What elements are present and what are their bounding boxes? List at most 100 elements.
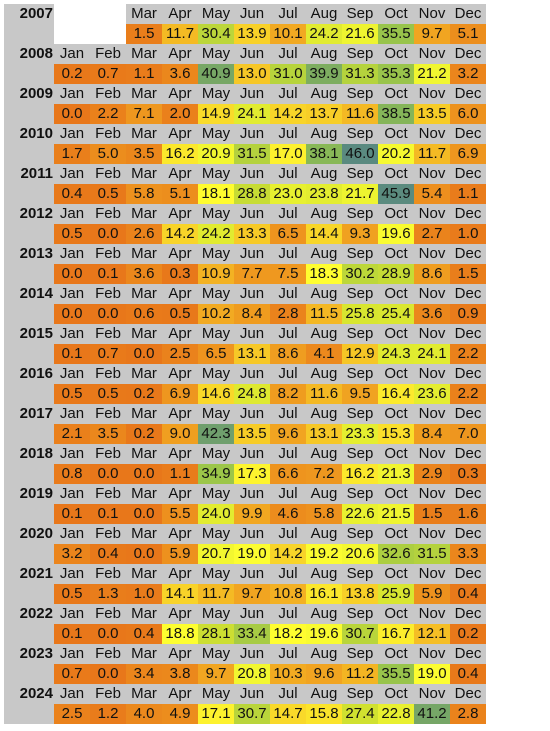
value-cell: 1.7 (54, 144, 90, 164)
year-label: 2015 (19, 325, 53, 342)
year-label: 2010 (19, 125, 53, 142)
month-label: Jan (54, 284, 90, 304)
value-cell: 2.2 (450, 384, 486, 404)
value-cell: 41.2 (414, 704, 450, 724)
value-cell: 20.2 (378, 144, 414, 164)
value-cell: 33.4 (234, 624, 270, 644)
value-cell: 14.2 (162, 224, 198, 244)
year-label: 2012 (19, 205, 53, 222)
month-label: Dec (450, 244, 486, 264)
month-label: Nov (414, 244, 450, 264)
value-cell: 13.0 (234, 64, 270, 84)
value-cell: 3.6 (162, 64, 198, 84)
month-label: May (198, 524, 234, 544)
month-label: Dec (450, 204, 486, 224)
month-label: Jul (270, 444, 306, 464)
month-label: Jul (270, 524, 306, 544)
value-cell: 13.3 (234, 224, 270, 244)
value-cell: 10.1 (270, 24, 306, 44)
value-cell: 20.8 (234, 664, 270, 684)
value-cell: 22.6 (342, 504, 378, 524)
value-cell: 4.1 (306, 344, 342, 364)
month-label: Dec (450, 404, 486, 424)
value-cell: 3.2 (450, 64, 486, 84)
month-label: Feb (90, 244, 126, 264)
value-cell: 3.3 (450, 544, 486, 564)
value-cell: 34.9 (198, 464, 234, 484)
month-label: Aug (306, 44, 342, 64)
value-cell: 6.9 (162, 384, 198, 404)
month-label: Jun (234, 204, 270, 224)
value-cell: 0.0 (90, 624, 126, 644)
value-cell: 4.6 (270, 504, 306, 524)
value-cell: 0.0 (126, 504, 162, 524)
value-cell: 19.0 (414, 664, 450, 684)
value-cell: 16.7 (378, 624, 414, 644)
month-label: Mar (126, 484, 162, 504)
month-label: May (198, 44, 234, 64)
value-cell: 24.1 (414, 344, 450, 364)
value-cell: 21.3 (378, 464, 414, 484)
month-label: Oct (378, 364, 414, 384)
value-cell: 31.0 (270, 64, 306, 84)
value-cell: 0.0 (126, 544, 162, 564)
value-cell: 1.3 (90, 584, 126, 604)
month-label: Apr (162, 484, 198, 504)
month-label: Jun (234, 4, 270, 24)
value-cell: 2.8 (270, 304, 306, 324)
value-cell: 10.2 (198, 304, 234, 324)
year-label: 2017 (19, 405, 53, 422)
month-label: Aug (306, 604, 342, 624)
month-label: Aug (306, 164, 342, 184)
value-cell: 5.1 (450, 24, 486, 44)
month-label: Jul (270, 364, 306, 384)
value-cell: 21.6 (342, 24, 378, 44)
month-label: Sep (342, 564, 378, 584)
value-cell: 15.3 (378, 424, 414, 444)
month-label: Mar (126, 364, 162, 384)
value-cell: 24.0 (198, 504, 234, 524)
value-cell: 2.1 (54, 424, 90, 444)
value-cell: 24.1 (234, 104, 270, 124)
value-cell: 30.4 (198, 24, 234, 44)
value-cell: 0.7 (54, 664, 90, 684)
month-label: Jan (54, 124, 90, 144)
value-cell: 13.7 (306, 104, 342, 124)
value-cell: 13.8 (342, 584, 378, 604)
value-cell: 14.2 (270, 104, 306, 124)
month-label: Jul (270, 644, 306, 664)
month-label: Oct (378, 244, 414, 264)
month-label: Dec (450, 564, 486, 584)
month-label: Jan (54, 484, 90, 504)
month-label: Aug (306, 644, 342, 664)
month-label: Jan (54, 164, 90, 184)
value-cell: 18.1 (198, 184, 234, 204)
value-cell: 25.4 (378, 304, 414, 324)
value-cell: 0.4 (450, 584, 486, 604)
month-label: Mar (126, 524, 162, 544)
month-label: Dec (450, 604, 486, 624)
month-label: Jul (270, 484, 306, 504)
value-cell: 5.9 (162, 544, 198, 564)
value-cell: 28.8 (234, 184, 270, 204)
value-cell: 31.3 (342, 64, 378, 84)
value-cell: 23.8 (306, 184, 342, 204)
month-label: Jun (234, 84, 270, 104)
month-label: Jun (234, 244, 270, 264)
month-label: Jan (54, 324, 90, 344)
year-column-cell (4, 644, 54, 684)
value-cell (90, 24, 126, 44)
month-label: Feb (90, 484, 126, 504)
month-label: Nov (414, 4, 450, 24)
value-cell: 9.7 (414, 24, 450, 44)
month-label: Sep (342, 444, 378, 464)
value-cell: 45.9 (378, 184, 414, 204)
month-label: Nov (414, 484, 450, 504)
month-label: Apr (162, 644, 198, 664)
value-cell: 9.6 (306, 664, 342, 684)
value-cell: 0.0 (90, 464, 126, 484)
value-cell: 9.9 (234, 504, 270, 524)
month-label: May (198, 444, 234, 464)
month-label: Aug (306, 244, 342, 264)
month-label: Jun (234, 444, 270, 464)
